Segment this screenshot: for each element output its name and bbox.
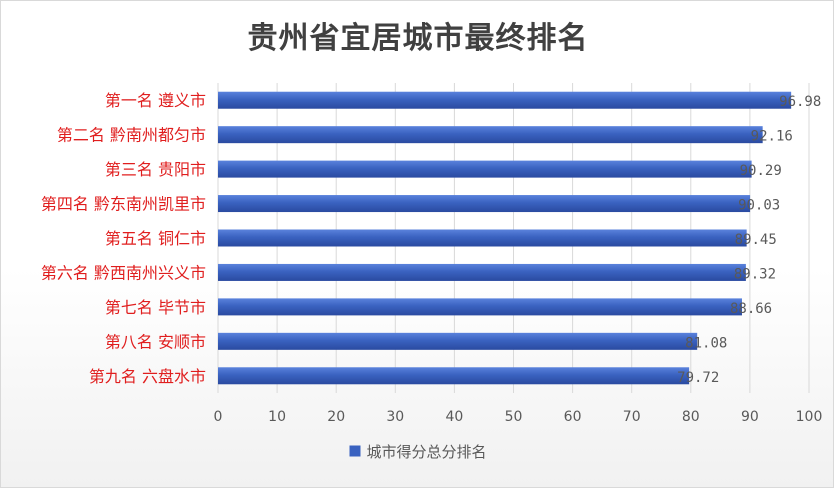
data-label: 81.08 (685, 335, 727, 351)
bar (218, 367, 690, 385)
x-tick-label: 80 (682, 409, 700, 425)
chart-title: 贵州省宜居城市最终排名 (247, 21, 589, 56)
data-label: 88.66 (730, 301, 772, 317)
x-tick-label: 100 (796, 409, 823, 425)
x-tick-label: 0 (214, 409, 223, 425)
x-tick-label: 20 (327, 409, 345, 425)
data-label: 92.16 (751, 129, 793, 145)
legend-swatch (349, 445, 361, 457)
legend-label: 城市得分总分排名 (367, 443, 487, 461)
x-tick-label: 70 (623, 409, 641, 425)
x-tick-label: 30 (386, 409, 404, 425)
bar (218, 160, 752, 178)
bar (218, 332, 698, 350)
category-label: 第七名 毕节市 (105, 298, 206, 317)
category-label: 第三名 贵阳市 (105, 160, 206, 179)
category-label: 第五名 铜仁市 (105, 229, 206, 248)
bars (218, 91, 792, 385)
category-label: 第一名 遵义市 (105, 91, 206, 110)
data-label: 89.45 (735, 232, 777, 248)
bar (218, 298, 742, 316)
bar (218, 263, 746, 281)
category-label: 第八名 安顺市 (105, 332, 206, 351)
x-axis: 0 10 20 30 40 50 60 70 80 90 100 (214, 409, 823, 425)
data-label: 96.98 (779, 94, 821, 110)
bar (218, 195, 751, 213)
category-label: 第四名 黔东南州凯里市 (41, 195, 206, 214)
category-label: 第二名 黔南州都匀市 (57, 126, 206, 145)
bar (218, 229, 747, 247)
category-label: 第九名 六盘水市 (89, 367, 206, 386)
data-label: 90.29 (740, 163, 782, 179)
x-tick-label: 10 (268, 409, 286, 425)
category-label: 第六名 黔西南州兴义市 (41, 263, 206, 282)
data-label: 90.03 (738, 198, 780, 214)
labels: 第一名 遵义市 96.98 第二名 黔南州都匀市 92.16 第三名 贵阳市 90.29 第… (41, 91, 821, 386)
bar (218, 126, 763, 144)
x-tick-label: 60 (564, 409, 582, 425)
x-tick-label: 90 (741, 409, 759, 425)
x-tick-label: 50 (505, 409, 523, 425)
data-label: 79.72 (677, 370, 719, 386)
x-tick-label: 40 (445, 409, 463, 425)
data-label: 89.32 (734, 266, 776, 282)
bar (218, 91, 792, 109)
legend: 城市得分总分排名 (349, 443, 487, 461)
